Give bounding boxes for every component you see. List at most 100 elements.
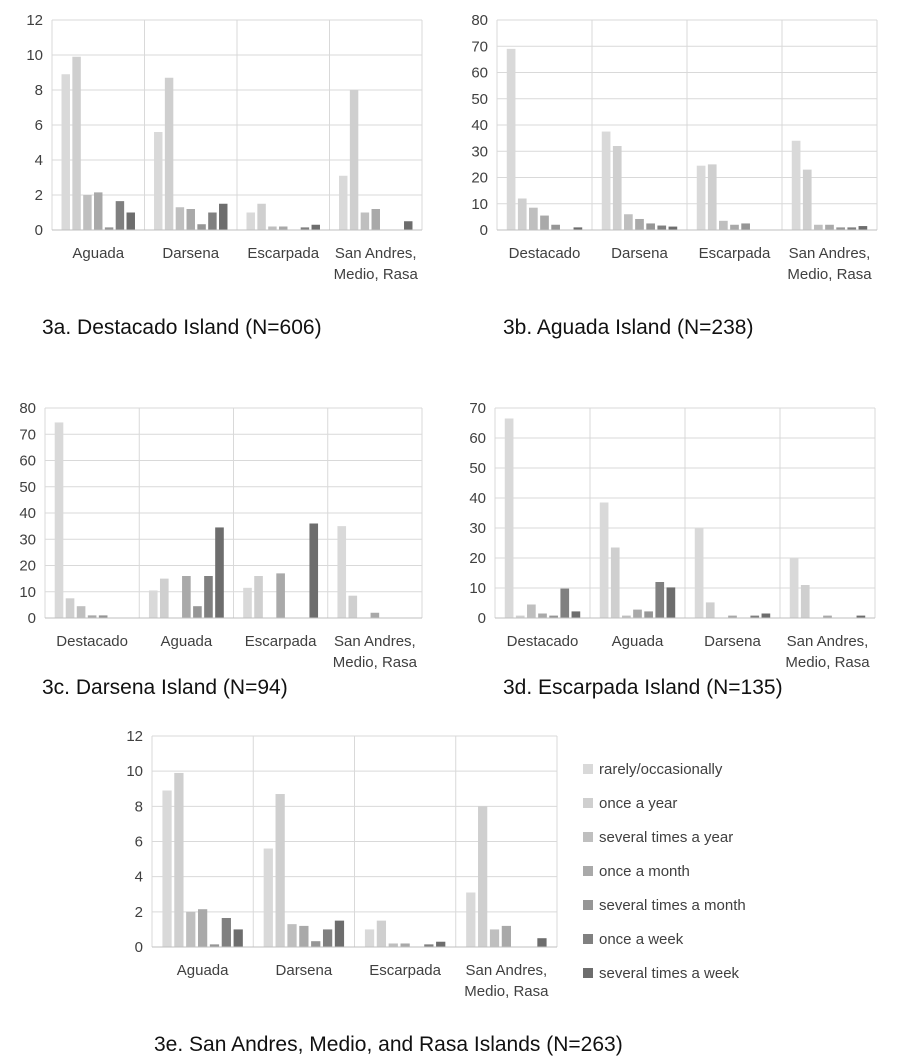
bar	[515, 615, 525, 618]
y-tick-label: 70	[469, 400, 486, 417]
legend-swatch	[583, 934, 593, 944]
bar	[657, 225, 667, 230]
bar	[668, 226, 678, 230]
bar	[633, 609, 642, 618]
chart-3a: 0 2 4 6 8 10 12 Aguada Darsena Escarpada San Andre…	[0, 0, 450, 300]
bar	[72, 56, 81, 230]
bar	[94, 192, 103, 230]
bar	[257, 203, 266, 230]
y-tick-label: 10	[26, 47, 43, 64]
bar	[208, 212, 217, 230]
bar	[571, 611, 581, 618]
bar	[856, 615, 866, 618]
bar	[836, 227, 845, 230]
bar	[159, 578, 169, 618]
y-tick-label: 30	[469, 520, 486, 537]
chart-3e: 0 2 4 6 8 10 12 Aguada Darsena Escarpada San Andre…	[100, 718, 570, 1008]
x-category-label: San Andres, Medio, Rasa	[785, 633, 870, 671]
bar	[466, 892, 476, 947]
bar	[549, 615, 558, 618]
bar	[162, 790, 172, 947]
y-tick-label: 0	[135, 939, 143, 956]
bar	[400, 943, 410, 947]
bar	[98, 615, 108, 618]
bar	[193, 606, 202, 618]
bar	[334, 920, 345, 947]
x-category-label: Aguada	[161, 633, 213, 650]
bar	[348, 595, 358, 618]
chart-svg: 0 10 20 30 40 50 60 70 80 Destacado Aguada Escarpad…	[19, 400, 423, 671]
x-category-label: Aguada	[177, 962, 229, 979]
bar	[424, 944, 434, 947]
y-tick-label: 20	[469, 550, 486, 567]
y-tick-label: 6	[35, 117, 43, 134]
x-category-label: Darsena	[162, 245, 219, 262]
chart-caption-3d: 3d. Escarpada Island (N=135)	[503, 676, 783, 699]
legend-item: several times a year	[583, 820, 883, 854]
bar	[126, 212, 135, 230]
bar	[364, 929, 375, 947]
bar	[802, 169, 812, 230]
x-category-label: Aguada	[72, 245, 124, 262]
x-category-label: Escarpada	[699, 245, 771, 262]
legend-label: once a month	[599, 862, 690, 880]
legend-label: several times a week	[599, 964, 740, 982]
bar	[376, 920, 387, 947]
bar	[478, 806, 488, 947]
legend-label: rarely/occasionally	[599, 760, 723, 778]
bar	[517, 198, 527, 230]
legend-swatch	[583, 866, 593, 876]
bar	[814, 224, 823, 230]
chart-caption-3b: 3b. Aguada Island (N=238)	[503, 316, 754, 339]
chart-svg: 0 10 20 30 40 50 60 70 Destacado Aguada Darsena San…	[469, 400, 876, 671]
bar	[275, 794, 285, 947]
x-category-label: San Andres, Medio, Rasa	[333, 633, 418, 671]
bar	[858, 226, 868, 230]
bar	[730, 224, 739, 230]
bar	[622, 615, 631, 618]
bar	[204, 576, 213, 618]
bar	[287, 924, 297, 947]
y-tick-label: 50	[471, 91, 488, 108]
y-tick-label: 12	[126, 728, 143, 745]
bar	[215, 527, 224, 618]
y-tick-label: 30	[471, 143, 488, 160]
y-tick-label: 0	[480, 222, 488, 239]
legend-item: several times a month	[583, 888, 883, 922]
bar	[610, 547, 620, 618]
y-tick-label: 50	[19, 479, 36, 496]
bar	[719, 220, 728, 230]
chart-caption-3c: 3c. Darsena Island (N=94)	[42, 676, 288, 699]
y-tick-label: 8	[135, 798, 143, 815]
bar	[504, 418, 514, 618]
y-tick-label: 80	[471, 12, 488, 29]
bar	[761, 613, 771, 618]
bar	[148, 590, 158, 618]
bar	[339, 175, 348, 230]
y-tick-label: 0	[35, 222, 43, 239]
legend-label: several times a month	[599, 896, 746, 914]
chart-3b: 0 10 20 30 40 50 60 70 80 Destacado Darsena Escarpa…	[450, 0, 897, 300]
bar	[644, 611, 653, 618]
bar	[728, 615, 737, 618]
bar	[696, 165, 706, 230]
bar	[115, 201, 125, 230]
y-tick-label: 10	[126, 763, 143, 780]
x-category-label: Aguada	[612, 633, 664, 650]
x-category-label: San Andres, Medio, Rasa	[464, 962, 549, 1000]
y-tick-label: 8	[35, 82, 43, 99]
bar	[311, 224, 320, 230]
legend-swatch	[583, 798, 593, 808]
legend-label: once a year	[599, 794, 678, 812]
legend-item: rarely/occasionally	[583, 752, 883, 786]
bar	[601, 131, 611, 230]
chart-3d: 0 10 20 30 40 50 60 70 Destacado Aguada Darsena San…	[450, 392, 897, 677]
bar	[254, 576, 263, 618]
y-tick-label: 0	[478, 610, 486, 627]
y-tick-label: 50	[469, 460, 486, 477]
chart-svg: 0 10 20 30 40 50 60 70 80 Destacado Darsena Escarpa…	[471, 12, 878, 283]
bar	[174, 772, 184, 947]
bar	[311, 941, 321, 947]
bar	[624, 214, 633, 230]
bar	[707, 164, 717, 230]
